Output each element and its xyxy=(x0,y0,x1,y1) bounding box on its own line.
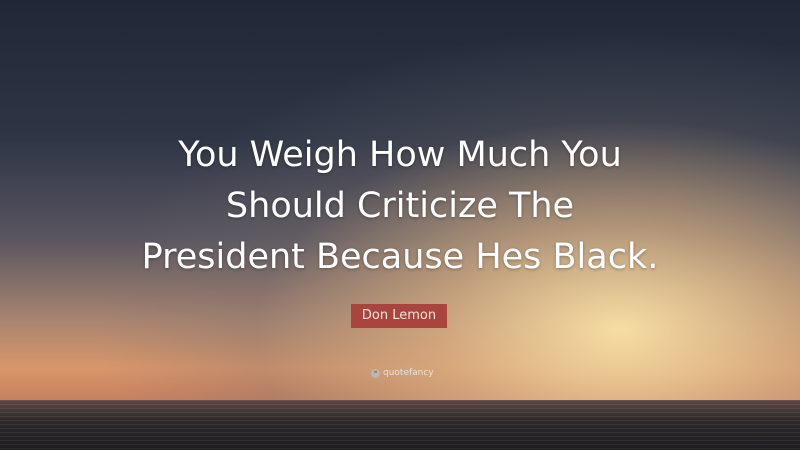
brand-name: quotefancy xyxy=(383,368,434,378)
quote-line: President Because Hes Black. xyxy=(141,237,659,277)
author-badge: Don Lemon xyxy=(351,304,447,328)
sunset-sky-background xyxy=(0,0,800,400)
quote-line: Should Criticize The xyxy=(225,186,575,226)
sea-background xyxy=(0,400,800,450)
quote-text: You Weigh How Much You Should Criticize … xyxy=(0,130,800,283)
brand-watermark: ❝ quotefancy xyxy=(371,367,434,379)
quote-icon: ❝ xyxy=(371,368,380,378)
quote-line: You Weigh How Much You xyxy=(178,135,622,175)
